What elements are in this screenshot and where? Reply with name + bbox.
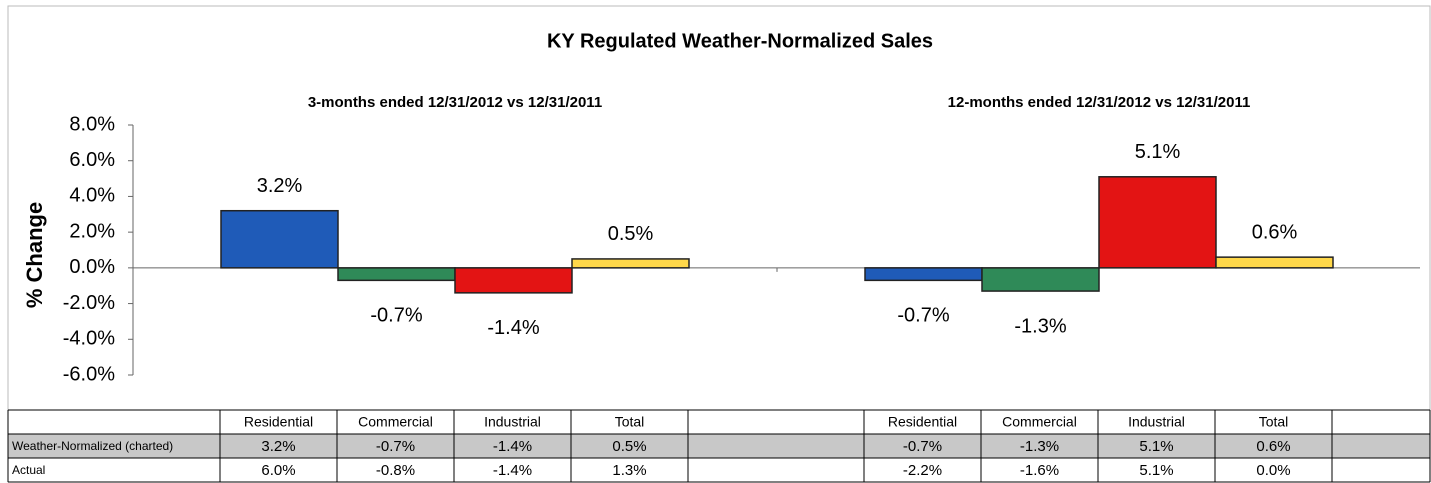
- y-tick-label: 4.0%: [69, 185, 115, 207]
- table-cell: 0.6%: [1256, 438, 1290, 455]
- table-cell: 3.2%: [261, 438, 295, 455]
- table-cell: -2.2%: [903, 462, 942, 479]
- bar: [1098, 176, 1217, 269]
- table-header: Industrial: [1128, 414, 1185, 430]
- bar: [1215, 256, 1334, 269]
- table-cell: 0.5%: [612, 438, 646, 455]
- value-label: -0.7%: [370, 305, 422, 327]
- table-cell: -1.4%: [493, 438, 532, 455]
- y-tick-label: 2.0%: [69, 220, 115, 242]
- bar: [864, 267, 983, 282]
- table-header: Total: [615, 414, 645, 430]
- value-label: 0.5%: [608, 223, 654, 245]
- table-header: Commercial: [358, 414, 433, 430]
- y-tick-label: 8.0%: [69, 113, 115, 135]
- y-tick-label: -4.0%: [63, 328, 115, 350]
- value-label: -0.7%: [897, 305, 949, 327]
- table-header: Commercial: [1002, 414, 1077, 430]
- value-label: 3.2%: [257, 175, 303, 197]
- table-header: Residential: [888, 414, 957, 430]
- bar: [454, 267, 573, 294]
- bar: [337, 267, 456, 282]
- table-cell: -1.6%: [1020, 462, 1059, 479]
- value-label: -1.4%: [487, 317, 539, 339]
- table-row-label: Weather-Normalized (charted): [12, 439, 173, 453]
- table-row-label: Actual: [12, 463, 45, 477]
- value-label: 5.1%: [1135, 141, 1181, 163]
- y-tick-label: -6.0%: [63, 363, 115, 385]
- table-cell: 5.1%: [1139, 438, 1173, 455]
- bar: [981, 267, 1100, 292]
- y-tick-label: 0.0%: [69, 256, 115, 278]
- table-cell: -0.8%: [376, 462, 415, 479]
- table-cell: -0.7%: [903, 438, 942, 455]
- table-cell: 6.0%: [261, 462, 295, 479]
- y-tick-label: -2.0%: [63, 292, 115, 314]
- table-header: Total: [1259, 414, 1289, 430]
- table-cell: 5.1%: [1139, 462, 1173, 479]
- value-label: -1.3%: [1014, 315, 1066, 337]
- group-title: 3-months ended 12/31/2012 vs 12/31/2011: [308, 94, 602, 111]
- table-cell: 0.0%: [1256, 462, 1290, 479]
- value-label: 0.6%: [1252, 221, 1298, 243]
- table-header: Residential: [244, 414, 313, 430]
- y-axis-label: % Change: [22, 202, 47, 308]
- y-tick-label: 6.0%: [69, 149, 115, 171]
- bar: [220, 209, 339, 269]
- table-cell: -0.7%: [376, 438, 415, 455]
- table-cell: -1.3%: [1020, 438, 1059, 455]
- table-header: Industrial: [484, 414, 541, 430]
- group-title: 12-months ended 12/31/2012 vs 12/31/2011: [948, 94, 1251, 111]
- table-cell: 1.3%: [612, 462, 646, 479]
- table-cell: -1.4%: [493, 462, 532, 479]
- chart-title: KY Regulated Weather-Normalized Sales: [547, 30, 933, 52]
- bar: [571, 258, 690, 269]
- table-highlight-row: [8, 434, 1430, 458]
